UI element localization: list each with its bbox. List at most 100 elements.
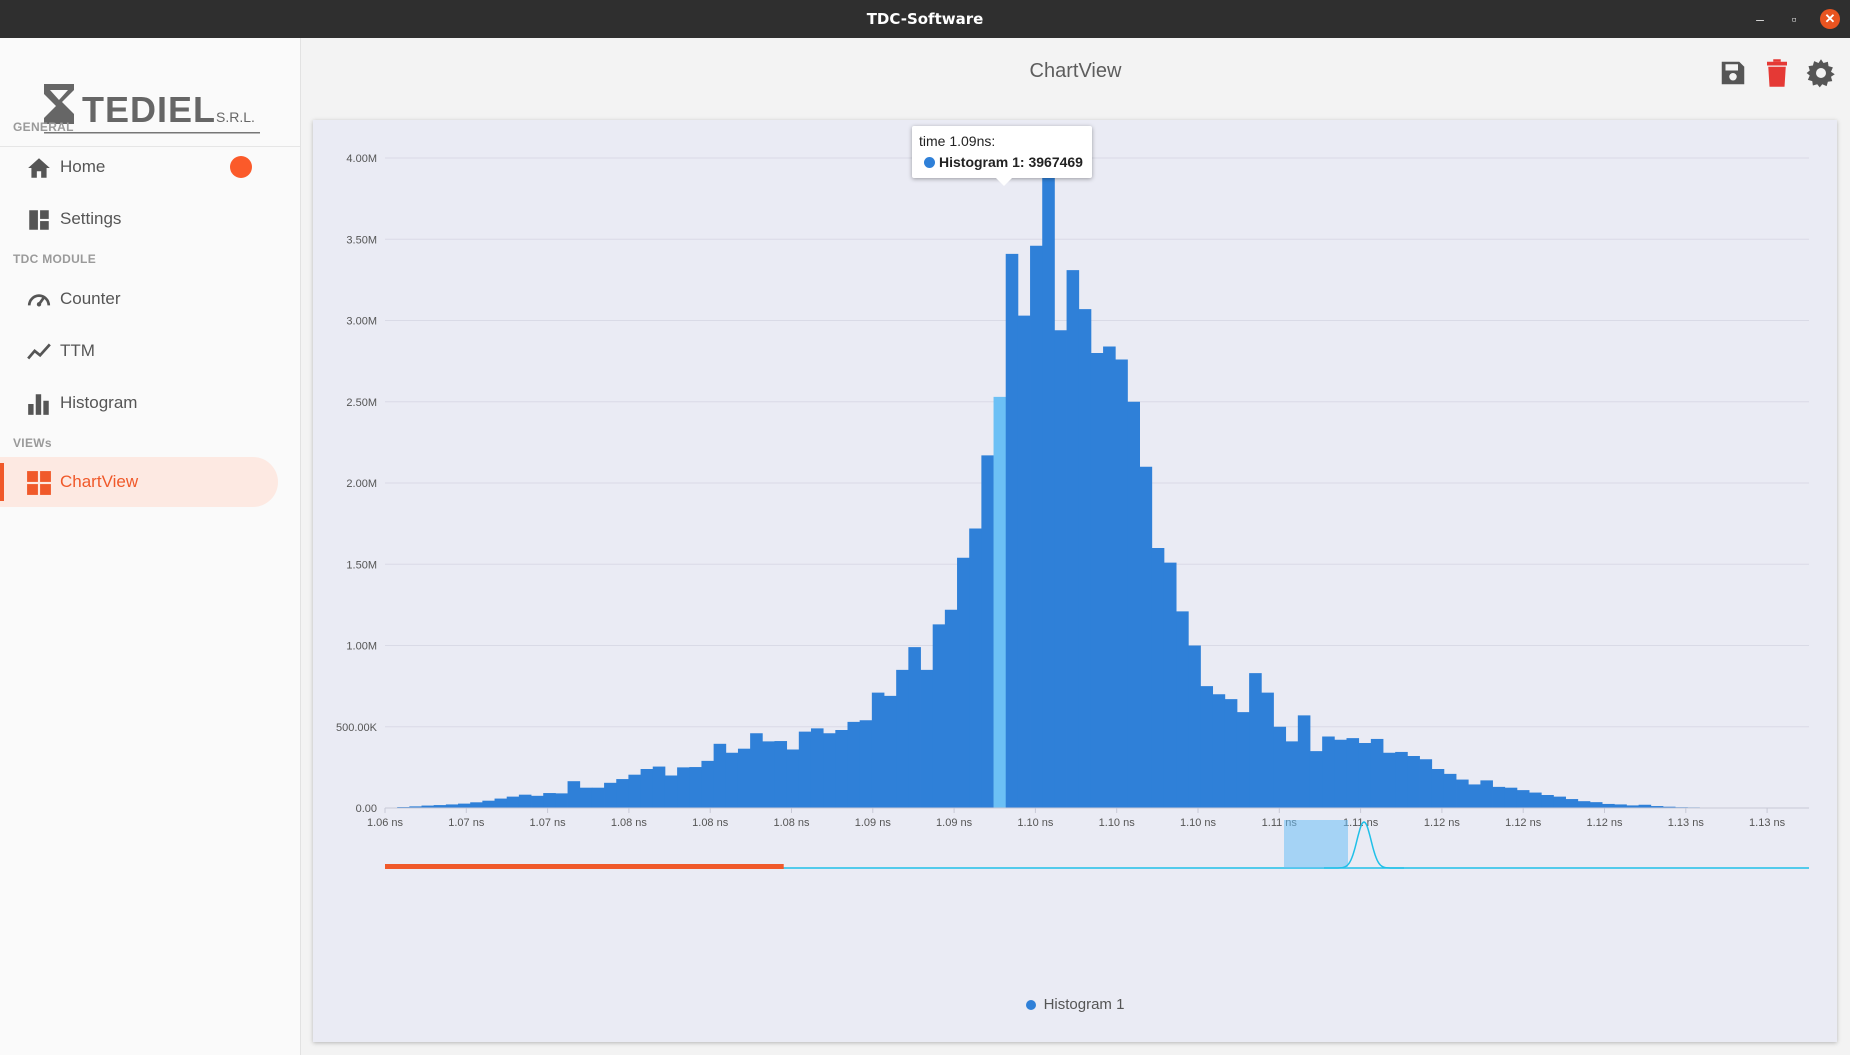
sidebar-item-chartview[interactable]: ChartView xyxy=(0,457,278,507)
title-bar: TDC-Software – ▫ ✕ xyxy=(0,0,1850,38)
histogram-bar xyxy=(1553,796,1566,808)
histogram-bar xyxy=(494,798,508,808)
histogram-bar xyxy=(1309,751,1323,808)
sidebar-item-counter[interactable]: Counter xyxy=(0,274,278,324)
sidebar-item-label: Home xyxy=(60,157,106,176)
histogram-bar xyxy=(555,793,568,808)
histogram-bar xyxy=(1650,806,1664,808)
histogram-bar xyxy=(1456,779,1469,808)
histogram-bar xyxy=(604,782,617,808)
histogram-bar xyxy=(859,720,873,808)
chart-tooltip: time 1.09ns: Histogram 1: 3967469 xyxy=(912,126,1092,186)
histogram-bar xyxy=(1395,751,1408,808)
dashboard-icon xyxy=(29,210,49,230)
page-title: ChartView xyxy=(1029,60,1122,82)
histogram-bar xyxy=(1176,611,1189,808)
histogram-chart[interactable]: 0.00 500.00K 1.00M 1.50M 2.00M 2.50M 3.00M 3.50… xyxy=(313,120,1837,1042)
histogram-bar xyxy=(591,787,605,808)
histogram-bar xyxy=(1407,756,1420,808)
grid-icon xyxy=(27,471,51,495)
histogram-bar xyxy=(640,769,654,808)
sidebar-item-histogram[interactable]: Histogram xyxy=(0,378,278,428)
histogram-bar xyxy=(786,749,800,808)
logo-suffix: S.R.L. xyxy=(216,109,255,125)
histogram-bar xyxy=(1261,692,1274,808)
legend-swatch xyxy=(1025,1000,1036,1011)
maximize-button[interactable]: ▫ xyxy=(1791,11,1797,27)
histogram-bar xyxy=(1103,346,1116,808)
chart-legend[interactable]: Histogram 1 xyxy=(313,996,1837,1013)
histogram-bar xyxy=(957,557,970,808)
histogram-bar xyxy=(1200,686,1214,808)
histogram-bar xyxy=(810,728,824,808)
histogram-bar xyxy=(1346,738,1360,808)
gear-icon[interactable] xyxy=(1806,58,1836,88)
sidebar-item-ttm[interactable]: TTM xyxy=(0,326,278,376)
x-tick-label: 1.11 ns xyxy=(1343,817,1379,829)
histogram-bar xyxy=(1249,673,1262,808)
histogram-bar xyxy=(1066,270,1080,808)
histogram-bar xyxy=(725,752,739,808)
main-content: ChartView 0.00 500.00K 1.00M 1.50M 2.00M 2.50… xyxy=(301,38,1850,1055)
navigator-selection-bar xyxy=(385,864,784,869)
histogram-bar xyxy=(884,695,897,808)
histogram-bar xyxy=(470,802,483,808)
line-chart-icon xyxy=(27,343,51,360)
x-tick-label: 1.08 ns xyxy=(773,817,810,829)
histogram-bar xyxy=(518,794,532,808)
histogram-bar xyxy=(981,455,994,808)
section-general: GENERAL xyxy=(13,120,74,134)
histogram-bar xyxy=(1419,759,1433,808)
y-tick-label: 500.00K xyxy=(336,722,378,734)
tooltip-series-value: Histogram 1: 3967469 xyxy=(939,154,1083,170)
x-tick-label: 1.13 ns xyxy=(1668,817,1705,829)
histogram-bar xyxy=(531,795,544,808)
histogram-bar xyxy=(835,730,848,808)
x-tick-label: 1.09 ns xyxy=(936,817,973,829)
navigator-window xyxy=(1284,820,1348,868)
minimize-button[interactable]: – xyxy=(1756,11,1764,27)
histogram-bar xyxy=(798,731,812,808)
save-icon[interactable] xyxy=(1718,58,1748,88)
histogram-bar xyxy=(409,806,422,808)
sidebar-item-label: TTM xyxy=(60,341,95,360)
close-button[interactable]: ✕ xyxy=(1820,9,1840,29)
histogram-bar xyxy=(1541,795,1554,808)
histogram-bar xyxy=(677,767,690,808)
histogram-bar xyxy=(628,774,641,808)
histogram-bar xyxy=(1589,802,1603,808)
histogram-bar xyxy=(774,741,788,808)
histogram-bar xyxy=(1431,769,1445,808)
histogram-bar xyxy=(689,767,702,808)
legend-label: Histogram 1 xyxy=(1043,996,1125,1013)
section-views: VIEWs xyxy=(13,436,52,450)
sidebar-item-home[interactable]: Home xyxy=(0,142,278,192)
tooltip-arrow xyxy=(996,178,1012,186)
logo-text: TEDIEL xyxy=(82,89,216,130)
histogram-bar xyxy=(1030,245,1043,808)
navigator-peak-line xyxy=(1324,821,1404,869)
histogram-bar xyxy=(1504,787,1518,808)
histogram-bar xyxy=(1443,773,1457,808)
x-tick-label: 1.12 ns xyxy=(1505,817,1542,829)
histogram-bar xyxy=(1480,780,1493,808)
sidebar-item-label: Counter xyxy=(60,289,121,308)
trash-icon[interactable] xyxy=(1762,58,1792,88)
histogram-bar xyxy=(1322,736,1335,808)
window-title: TDC-Software xyxy=(866,10,984,28)
histogram-bar xyxy=(1285,741,1299,808)
y-tick-label: 0.00 xyxy=(356,803,377,815)
speedometer-icon xyxy=(27,294,51,307)
section-tdc-module: TDC MODULE xyxy=(13,252,96,266)
histogram-bar xyxy=(1224,699,1238,808)
histogram-bar xyxy=(506,796,520,808)
histogram-bar xyxy=(433,805,447,808)
sidebar-item-settings[interactable]: Settings xyxy=(0,194,278,244)
x-tick-label: 1.13 ns xyxy=(1749,817,1786,829)
histogram-bar xyxy=(896,669,909,808)
histogram-bar xyxy=(543,793,556,808)
histogram-bar xyxy=(1468,784,1481,808)
histogram-bar xyxy=(445,804,459,808)
x-tick-label: 1.10 ns xyxy=(1099,817,1136,829)
